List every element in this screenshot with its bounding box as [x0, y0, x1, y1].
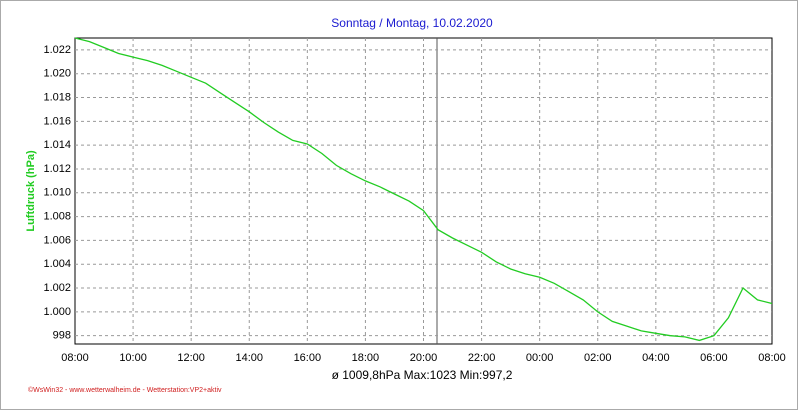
x-tick-label: 08:00	[758, 352, 786, 364]
x-tick-label: 06:00	[700, 352, 728, 364]
y-tick-label: 1.020	[43, 68, 71, 80]
x-tick-label: 22:00	[468, 352, 496, 364]
x-tick-label: 16:00	[294, 352, 322, 364]
y-tick-label: 998	[53, 330, 71, 342]
y-tick-label: 1.000	[43, 306, 71, 318]
x-tick-label: 08:00	[61, 352, 89, 364]
summary: ø 1009,8hPa Max:1023 Min:997,2	[332, 368, 513, 382]
chart-title: Sonntag / Montag, 10.02.2020	[331, 16, 493, 30]
x-tick-label: 10:00	[119, 352, 147, 364]
y-tick-label: 1.008	[43, 211, 71, 223]
y-tick-label: 1.012	[43, 163, 71, 175]
y-tick-label: 1.016	[43, 115, 71, 127]
y-tick-label: 1.006	[43, 234, 71, 246]
y-tick-label: 1.014	[43, 139, 71, 151]
x-tick-label: 20:00	[410, 352, 438, 364]
line-series	[74, 37, 773, 342]
footer: ©WsWin32 - www.wetterwalheim.de - Wetter…	[28, 386, 222, 394]
y-tick-label: 1.002	[43, 282, 71, 294]
x-tick-label: 14:00	[235, 352, 263, 364]
y-tick-label: 1.010	[43, 187, 71, 199]
y-tick-label: 1.022	[43, 44, 71, 56]
y-tick-label: 1.004	[43, 258, 71, 270]
x-tick-label: 12:00	[177, 352, 205, 364]
x-tick-label: 18:00	[352, 352, 380, 364]
x-tick-label: 04:00	[642, 352, 670, 364]
x-tick-label: 00:00	[526, 352, 554, 364]
x-tick-label: 02:00	[584, 352, 612, 364]
y-tick-label: 1.018	[43, 91, 71, 103]
y-axis-label: Luftdruck (hPa)	[25, 150, 37, 232]
